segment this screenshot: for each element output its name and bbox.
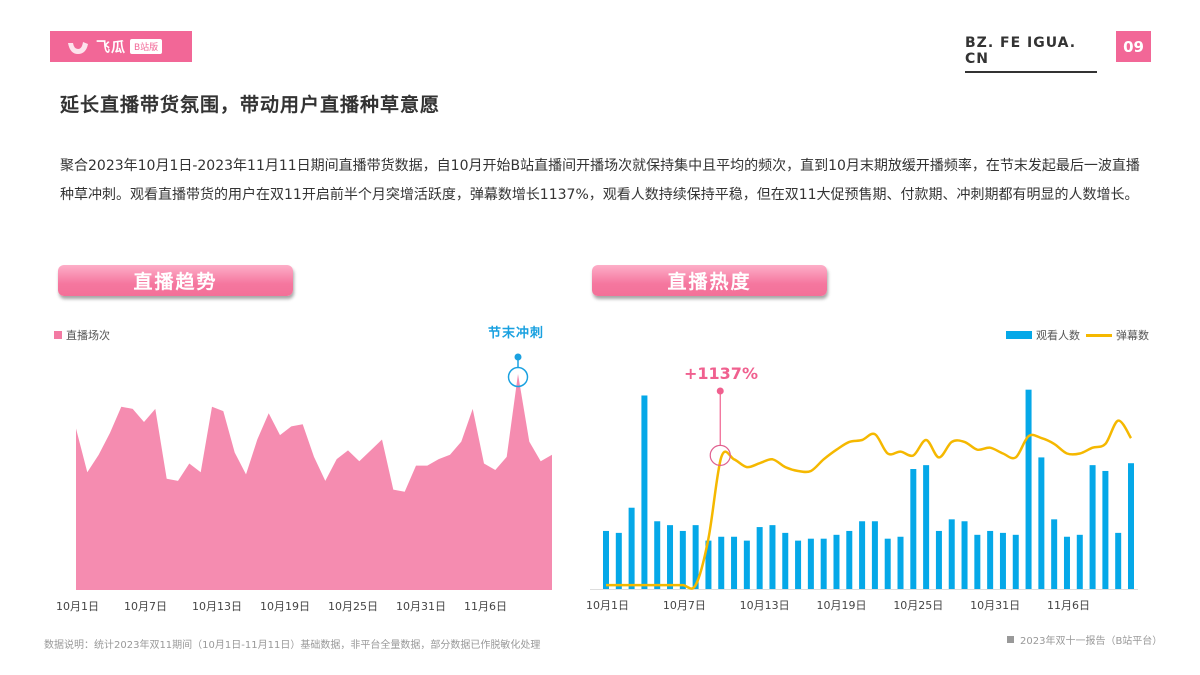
report-source: 2023年双十一报告（B站平台） bbox=[1007, 632, 1162, 647]
x-tick-label: 10月1日 bbox=[56, 600, 99, 613]
bar-viewers bbox=[1089, 465, 1096, 589]
bar-viewers bbox=[1063, 536, 1070, 589]
x-tick-label: 10月1日 bbox=[586, 599, 629, 612]
bar-viewers bbox=[705, 540, 712, 589]
bar-viewers bbox=[999, 532, 1006, 589]
bar-viewers bbox=[1115, 532, 1122, 589]
bar-viewers bbox=[935, 530, 942, 589]
bar-viewers bbox=[1012, 534, 1019, 589]
page-number: 09 bbox=[1116, 31, 1151, 62]
legend-label-viewers: 观看人数 bbox=[1036, 329, 1080, 342]
x-tick-label: 10月25日 bbox=[328, 600, 378, 613]
bar-viewers bbox=[820, 538, 827, 589]
x-tick-label: 10月7日 bbox=[662, 599, 706, 612]
bar-viewers bbox=[667, 525, 674, 589]
section-title-trend: 直播趋势 bbox=[58, 265, 293, 296]
bar-viewers bbox=[974, 534, 981, 589]
bar-viewers bbox=[846, 530, 853, 589]
feigua-logo: 飞瓜 B站版 bbox=[50, 31, 192, 62]
bar-viewers bbox=[769, 525, 776, 589]
bar-viewers bbox=[692, 525, 699, 589]
bar-viewers bbox=[859, 521, 866, 589]
bar-viewers bbox=[615, 532, 622, 589]
section-title-heat: 直播热度 bbox=[592, 265, 827, 296]
legend-swatch-viewers bbox=[1006, 331, 1032, 339]
x-tick-label: 10月19日 bbox=[260, 600, 310, 613]
bar-viewers bbox=[987, 530, 994, 589]
page-title: 延长直播带货氛围，带动用户直播种草意愿 bbox=[60, 94, 441, 116]
bar-viewers bbox=[948, 519, 955, 589]
bar-viewers bbox=[795, 540, 802, 589]
bar-viewers bbox=[923, 465, 930, 589]
bar-viewers bbox=[961, 521, 968, 589]
bar-viewers bbox=[1051, 519, 1058, 589]
square-bullet-icon bbox=[1007, 636, 1014, 643]
bar-viewers bbox=[897, 536, 904, 589]
area-chart-live-trend bbox=[76, 353, 552, 590]
site-url: BZ. FE IGUA. CN bbox=[965, 35, 1097, 73]
bar-viewers bbox=[743, 540, 750, 589]
annotation-growth: +1137% bbox=[684, 364, 758, 383]
x-tick-label: 10月7日 bbox=[124, 600, 167, 613]
legend-swatch-danmaku bbox=[1086, 333, 1112, 337]
bar-viewers bbox=[1102, 470, 1109, 589]
x-tick-label: 10月31日 bbox=[970, 599, 1021, 612]
bar-viewers bbox=[1025, 389, 1032, 589]
x-tick-label: 10月13日 bbox=[192, 600, 242, 613]
bar-viewers bbox=[718, 536, 725, 589]
logo-mark-icon bbox=[66, 38, 90, 56]
bar-viewers bbox=[910, 469, 917, 589]
bar-viewers bbox=[807, 538, 814, 589]
x-tick-label: 10月19日 bbox=[816, 599, 867, 612]
bar-viewers bbox=[871, 521, 878, 589]
data-note: 数据说明：统计2023年双11期间（10月1日-11月11日）基础数据，非平台全… bbox=[44, 640, 541, 651]
area-series-live-sessions bbox=[76, 374, 552, 590]
legend-live-sessions: 直播场次 bbox=[54, 327, 110, 343]
bar-viewers bbox=[641, 395, 648, 589]
bar-line-chart-heat bbox=[590, 387, 1138, 590]
legend-label-danmaku: 弹幕数 bbox=[1116, 329, 1149, 342]
x-tick-label: 11月6日 bbox=[464, 600, 507, 613]
annotation-final-sprint: 节末冲刺 bbox=[488, 326, 545, 341]
bar-viewers bbox=[628, 507, 635, 589]
x-tick-label: 10月25日 bbox=[893, 599, 944, 612]
x-tick-label: 10月31日 bbox=[396, 600, 446, 613]
x-axis-labels-right: 10月1日 10月7日 10月13日 10月19日 10月25日 10月31日 11月6日 bbox=[0, 597, 1200, 613]
bar-viewers bbox=[731, 536, 738, 589]
bar-viewers bbox=[603, 530, 609, 589]
bar-viewers bbox=[782, 532, 789, 589]
logo-brand: 飞瓜 bbox=[96, 39, 126, 56]
bar-viewers bbox=[654, 521, 661, 589]
x-tick-label: 10月13日 bbox=[739, 599, 790, 612]
legend-label: 直播场次 bbox=[66, 329, 110, 342]
legend-heat: 观看人数 弹幕数 bbox=[1006, 327, 1149, 343]
x-tick-label: 11月6日 bbox=[1046, 599, 1090, 612]
bar-viewers bbox=[833, 534, 840, 589]
bar-viewers bbox=[1076, 534, 1083, 589]
bar-viewers bbox=[884, 538, 891, 589]
bar-viewers bbox=[1128, 463, 1134, 589]
description: 聚合2023年10月1日-2023年11月11日期间直播带货数据，自10月开始B… bbox=[60, 158, 1140, 203]
bar-viewers bbox=[756, 527, 763, 589]
logo-tag: B站版 bbox=[130, 39, 163, 54]
bar-viewers bbox=[1038, 457, 1045, 589]
bar-viewers bbox=[679, 530, 686, 589]
report-source-label: 2023年双十一报告（B站平台） bbox=[1020, 636, 1163, 647]
x-axis-labels-left: 10月1日 10月7日 10月13日 10月19日 10月25日 10月31日 11月6日 bbox=[0, 598, 600, 614]
line-series-danmaku bbox=[605, 419, 1133, 590]
legend-swatch bbox=[54, 331, 62, 339]
